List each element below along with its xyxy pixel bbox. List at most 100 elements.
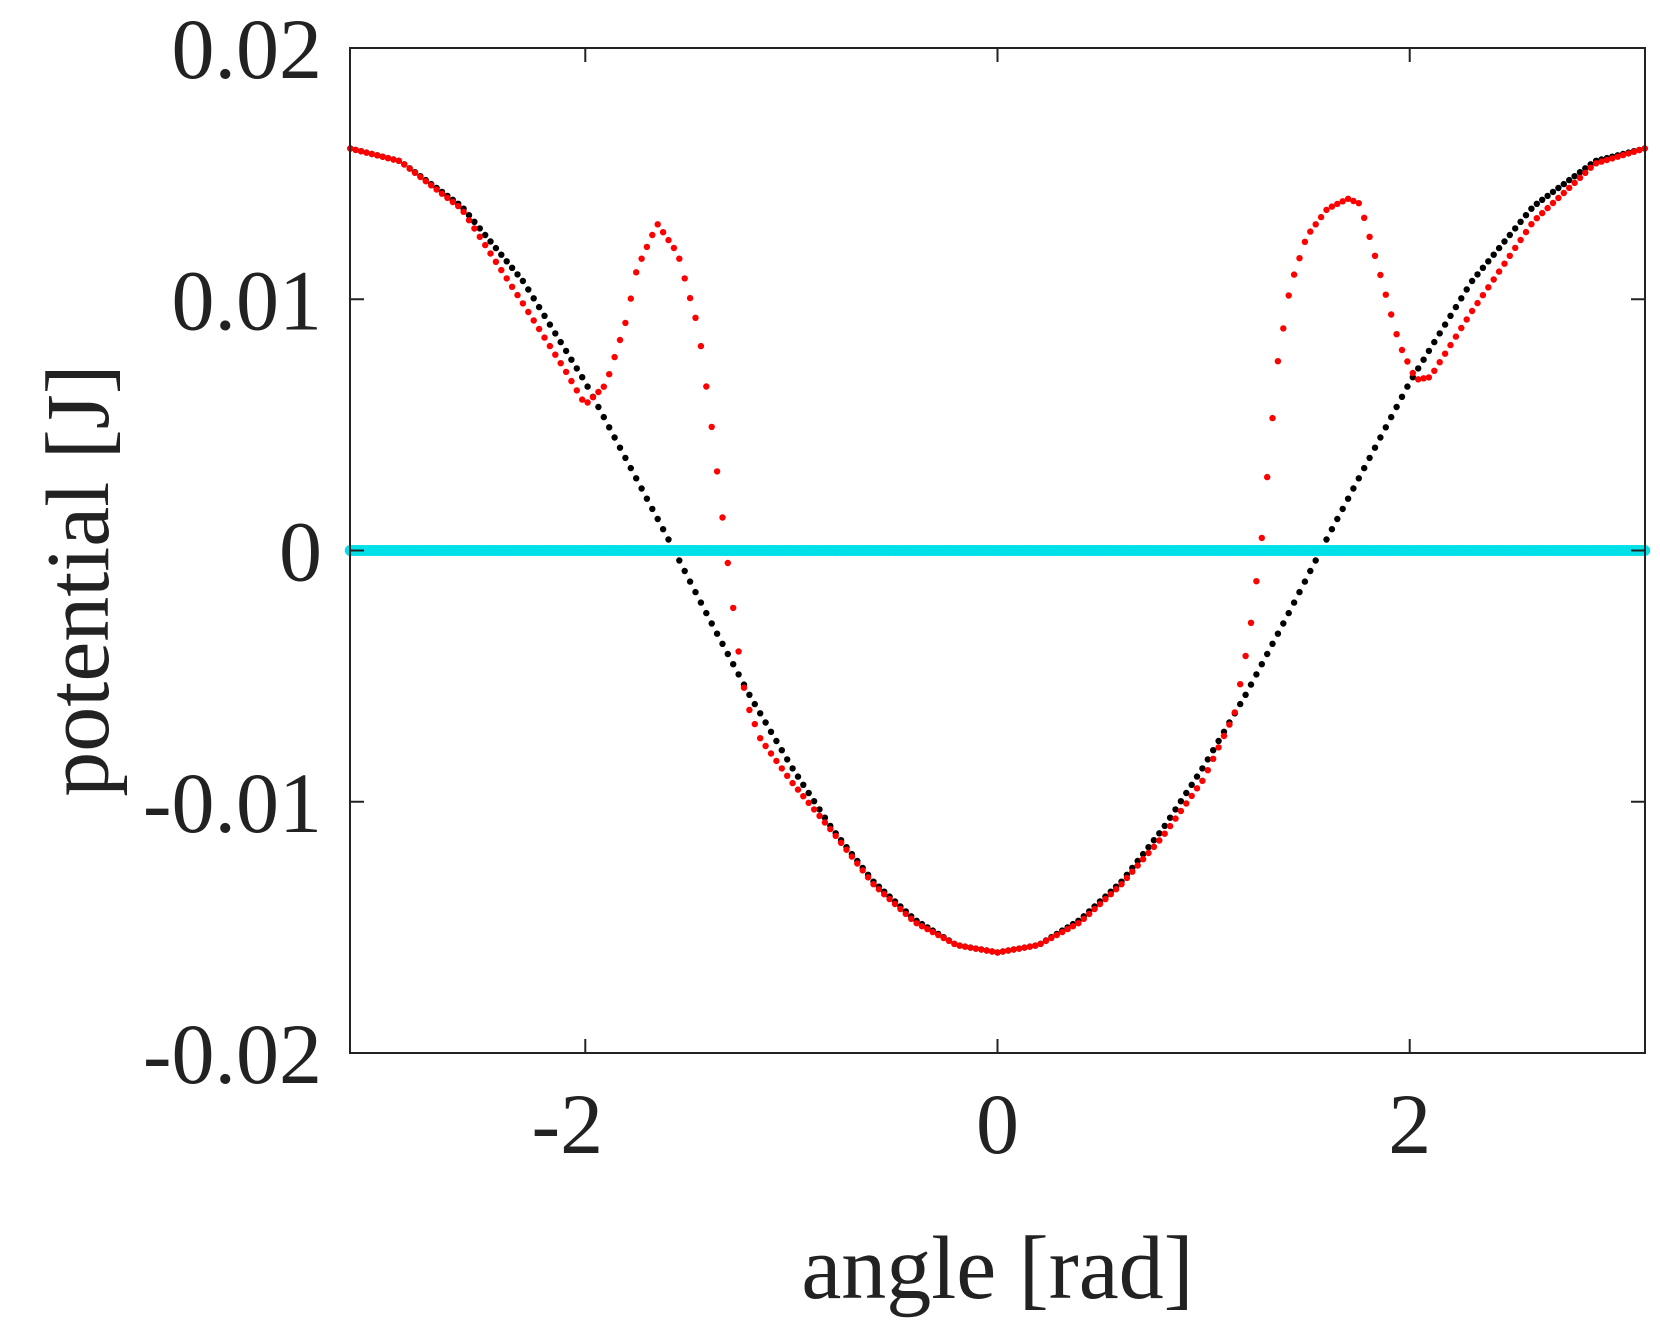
data-point <box>724 650 731 658</box>
data-point <box>1193 785 1201 792</box>
data-point <box>1005 947 1012 954</box>
data-point <box>875 886 883 893</box>
x-tick-label: -2 <box>531 1076 603 1172</box>
data-point <box>816 806 823 813</box>
data-point <box>686 578 694 585</box>
data-point <box>805 789 812 797</box>
data-point <box>1193 773 1201 780</box>
data-point <box>762 719 769 726</box>
data-point <box>390 156 397 163</box>
data-point <box>832 832 839 840</box>
data-point <box>1458 324 1465 332</box>
data-point <box>1215 744 1222 751</box>
data-point <box>1566 184 1573 192</box>
data-point <box>1328 203 1336 210</box>
axis-ticks: 0.02 0.01 0 -0.01 -0.02 -2 0 2 <box>143 1 1645 1172</box>
data-point <box>1436 330 1443 337</box>
data-point <box>805 799 812 806</box>
data-point <box>1145 849 1152 857</box>
y-tick-label: 0.01 <box>172 252 323 348</box>
data-point <box>1463 316 1470 323</box>
data-point <box>1576 174 1584 181</box>
data-point <box>406 165 413 172</box>
data-point <box>1512 225 1519 232</box>
data-point <box>1609 155 1616 162</box>
data-point <box>1350 197 1357 205</box>
data-point <box>1501 260 1508 267</box>
data-point <box>800 781 807 788</box>
data-point <box>767 750 775 757</box>
data-point <box>1312 221 1319 228</box>
data-point <box>492 258 500 265</box>
data-point <box>589 394 597 401</box>
data-point <box>1474 299 1481 307</box>
data-point <box>428 182 435 189</box>
data-point <box>530 317 537 324</box>
data-point <box>703 383 710 390</box>
data-point <box>622 454 629 462</box>
data-point <box>611 434 618 441</box>
data-point <box>1447 341 1454 349</box>
data-point <box>897 905 904 913</box>
data-point <box>1549 199 1557 207</box>
data-point <box>1382 291 1390 298</box>
data-point <box>751 720 758 728</box>
data-point <box>1371 444 1379 451</box>
data-point <box>1441 321 1449 328</box>
data-point <box>1274 630 1282 637</box>
data-point <box>692 314 699 321</box>
data-point <box>1458 295 1465 302</box>
data-point <box>1388 311 1395 318</box>
data-point <box>1059 928 1066 936</box>
data-point <box>870 881 877 888</box>
data-point <box>730 661 737 668</box>
data-point <box>1053 931 1061 939</box>
data-point <box>789 765 796 772</box>
data-point <box>1544 192 1551 200</box>
data-point <box>1339 198 1346 205</box>
data-point <box>676 255 683 262</box>
data-point <box>562 347 570 355</box>
data-point <box>1010 946 1017 953</box>
data-point <box>1258 534 1266 542</box>
data-point <box>1382 424 1390 431</box>
data-point <box>735 648 742 655</box>
data-point <box>1188 781 1195 788</box>
data-point <box>988 948 996 955</box>
data-point <box>1614 153 1621 160</box>
data-point <box>1495 268 1503 275</box>
data-point <box>665 536 672 543</box>
data-point <box>535 303 543 311</box>
data-point <box>670 244 678 252</box>
data-point <box>940 934 947 942</box>
data-point <box>881 891 888 898</box>
data-point <box>1485 258 1492 265</box>
data-point <box>681 275 688 282</box>
data-point <box>374 152 381 159</box>
data-point <box>1528 221 1535 228</box>
data-point <box>1344 195 1352 202</box>
data-point <box>1134 857 1141 865</box>
data-point <box>600 413 607 421</box>
data-point <box>568 377 575 385</box>
data-point <box>1269 414 1276 422</box>
data-point <box>357 148 365 155</box>
data-point <box>1555 184 1562 192</box>
data-point <box>1161 830 1168 837</box>
data-point <box>713 630 721 637</box>
data-point <box>789 779 796 787</box>
data-point <box>708 620 715 627</box>
data-point <box>1177 798 1185 805</box>
series-1 <box>347 145 1648 956</box>
data-point <box>422 178 429 185</box>
data-point <box>1431 338 1438 346</box>
data-point <box>735 671 742 678</box>
data-point <box>1264 473 1271 481</box>
data-point <box>1317 213 1325 221</box>
data-point <box>433 186 440 193</box>
data-point <box>1582 169 1589 176</box>
data-point <box>816 812 823 820</box>
data-point <box>1123 874 1131 882</box>
data-point <box>1253 671 1260 678</box>
